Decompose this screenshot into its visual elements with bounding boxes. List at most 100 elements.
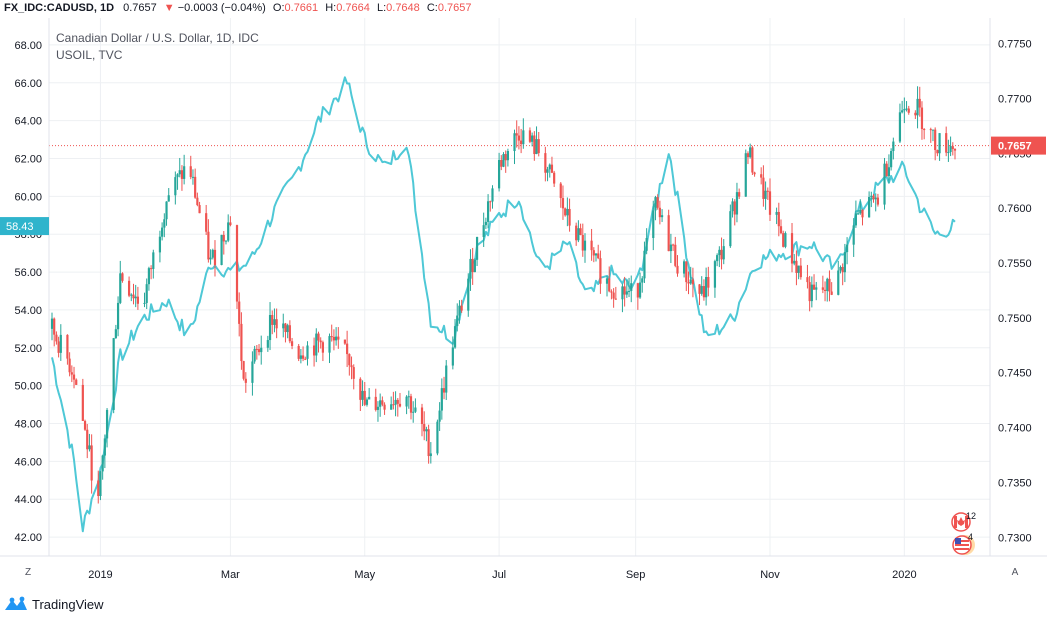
candle-body [75, 379, 78, 385]
candle-body [99, 471, 102, 497]
candle [290, 337, 294, 350]
auto-scale-right-button[interactable]: A [1011, 566, 1019, 578]
candle-body [365, 399, 369, 405]
candle [398, 392, 402, 408]
candle [559, 182, 562, 208]
candle-body [683, 261, 686, 274]
us-flag-event-icon[interactable] [952, 535, 975, 555]
candle-body [845, 244, 849, 253]
time-axis: 2019 Mar May Jul Sep Nov 2020 [0, 555, 1047, 581]
candle [467, 273, 470, 317]
candle-body [491, 188, 494, 202]
candle [883, 157, 886, 210]
candle [504, 150, 507, 173]
candle-body [191, 176, 195, 178]
candle [145, 278, 148, 310]
candle [365, 397, 369, 407]
candle-body [152, 252, 155, 269]
candle-body [235, 225, 239, 302]
candle-body [286, 325, 289, 333]
candle [497, 152, 501, 192]
candle [66, 334, 69, 365]
candle-body [852, 225, 855, 245]
tradingview-brand[interactable]: TradingView [4, 594, 104, 614]
candle-body [890, 151, 893, 168]
candle-body [288, 325, 291, 342]
candle [810, 276, 813, 308]
candle [161, 222, 164, 241]
candle-body [691, 279, 695, 285]
candle-body [700, 286, 703, 294]
candle [671, 243, 675, 251]
candle [636, 282, 639, 310]
candle [652, 200, 655, 251]
candle [660, 209, 664, 222]
symbol-label[interactable]: FX_IDC:CADUSD, 1D [4, 2, 115, 14]
candle [766, 187, 769, 200]
candle [240, 312, 243, 370]
candle [121, 272, 124, 283]
candle [839, 265, 842, 274]
canada-flag-event-icon[interactable] [951, 512, 971, 532]
candle-body [738, 192, 741, 197]
tradingview-name: TradingView [32, 596, 104, 612]
candle-body [268, 315, 272, 341]
candle [700, 276, 703, 296]
candle [86, 424, 89, 459]
candle [828, 270, 831, 302]
candle [337, 327, 340, 349]
left-axis-tick-label: 60.00 [14, 191, 42, 203]
time-axis-tick-label: Sep [626, 569, 646, 581]
candle [674, 236, 677, 268]
candle [610, 289, 613, 300]
candle-body [81, 384, 84, 421]
candle-body [271, 315, 274, 325]
candle [486, 194, 490, 229]
economic-events-markers[interactable]: 12 4 [950, 510, 990, 560]
candle-body [420, 407, 424, 425]
candle-body [854, 213, 857, 226]
candle [489, 200, 492, 212]
candle-body [768, 191, 772, 215]
candle-body [751, 147, 754, 173]
candle-body [575, 225, 578, 241]
candle-body [53, 318, 56, 335]
candle [876, 193, 880, 207]
candle-body [379, 400, 382, 407]
candle-body [130, 294, 133, 296]
candle [537, 131, 540, 157]
candle-body [383, 404, 386, 410]
candle-body [489, 201, 492, 203]
candle [581, 223, 584, 257]
candle [194, 168, 197, 199]
candle-body [859, 209, 862, 214]
candle [667, 209, 670, 252]
candle-body [918, 98, 921, 108]
candle-body [764, 190, 767, 199]
compare-series-label[interactable]: USOIL, TVC [56, 48, 123, 62]
candle-body [332, 336, 336, 341]
candle [890, 148, 893, 171]
candle [374, 388, 377, 412]
candle [427, 424, 430, 464]
candle [797, 265, 800, 280]
candle [669, 233, 672, 264]
candle [854, 200, 857, 228]
candle [445, 360, 448, 401]
candle-body [669, 244, 672, 252]
candle [953, 148, 957, 160]
candle [429, 442, 432, 464]
candle [575, 222, 578, 246]
candle [425, 426, 428, 442]
candle-body [198, 205, 201, 214]
main-series-label[interactable]: Canadian Dollar / U.S. Dollar, 1D, IDC [56, 31, 259, 45]
candle [442, 376, 446, 400]
candle-body [475, 237, 479, 260]
candle-body [321, 342, 324, 353]
low-label: L: [376, 2, 387, 14]
candle-body [180, 170, 184, 179]
auto-scale-left-button[interactable]: Z [24, 566, 32, 578]
candle [304, 356, 307, 361]
candle-body [722, 246, 725, 260]
